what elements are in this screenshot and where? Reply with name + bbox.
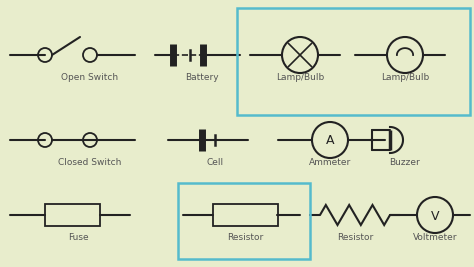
Bar	[45, 204, 100, 226]
Bar	[213, 204, 278, 226]
Text: Open Switch: Open Switch	[62, 73, 118, 82]
Text: Battery: Battery	[185, 73, 219, 82]
Text: Ammeter: Ammeter	[309, 158, 351, 167]
Text: Fuse: Fuse	[68, 233, 88, 242]
Text: V: V	[431, 210, 439, 222]
Text: Resistor: Resistor	[337, 233, 373, 242]
Text: Lamp/Bulb: Lamp/Bulb	[381, 73, 429, 82]
Text: Cell: Cell	[207, 158, 224, 167]
Text: Resistor: Resistor	[227, 233, 263, 242]
Text: Closed Switch: Closed Switch	[58, 158, 122, 167]
Text: Buzzer: Buzzer	[390, 158, 420, 167]
Text: Lamp/Bulb: Lamp/Bulb	[276, 73, 324, 82]
Text: A: A	[326, 135, 334, 147]
Text: Voltmeter: Voltmeter	[413, 233, 457, 242]
